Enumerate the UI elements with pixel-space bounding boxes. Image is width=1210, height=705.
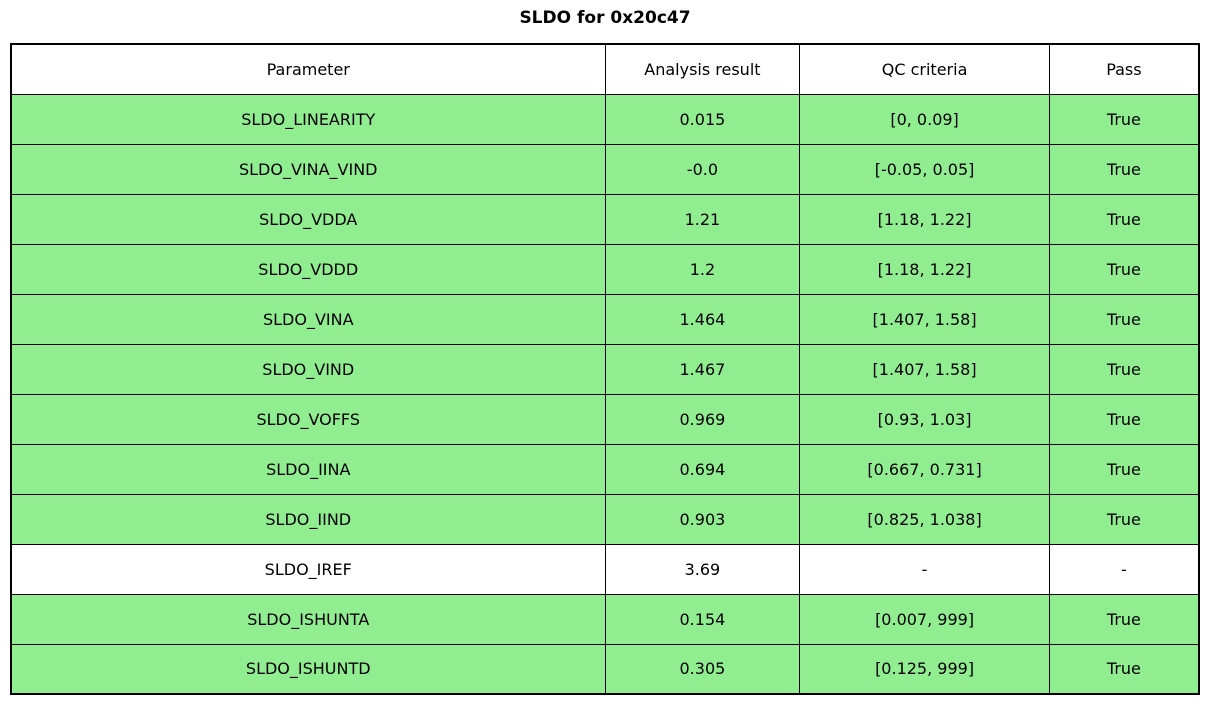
page-title: SLDO for 0x20c47 bbox=[519, 8, 691, 28]
result-cell: 0.694 bbox=[604, 443, 801, 495]
criteria-cell: [0, 0.09] bbox=[799, 93, 1050, 145]
pass-cell: True bbox=[1048, 493, 1200, 545]
pass-cell: True bbox=[1048, 243, 1200, 295]
parameter-cell: SLDO_VINA_VIND bbox=[10, 143, 606, 195]
parameter-cell: SLDO_VINA bbox=[10, 293, 606, 345]
table-row: SLDO_VINA_VIND -0.0 [-0.05, 0.05] True bbox=[10, 143, 1200, 195]
criteria-cell: [0.007, 999] bbox=[799, 593, 1050, 645]
parameter-cell: SLDO_IINA bbox=[10, 443, 606, 495]
pass-cell: True bbox=[1048, 93, 1200, 145]
parameter-cell: SLDO_IIND bbox=[10, 493, 606, 545]
table-row: SLDO_IINA 0.694 [0.667, 0.731] True bbox=[10, 443, 1200, 495]
criteria-cell: [-0.05, 0.05] bbox=[799, 143, 1050, 195]
table-row: SLDO_ISHUNTD 0.305 [0.125, 999] True bbox=[10, 643, 1200, 695]
criteria-cell: [0.825, 1.038] bbox=[799, 493, 1050, 545]
result-cell: 0.903 bbox=[604, 493, 801, 545]
table-row: SLDO_ISHUNTA 0.154 [0.007, 999] True bbox=[10, 593, 1200, 645]
criteria-cell: [0.125, 999] bbox=[799, 643, 1050, 695]
parameter-cell: SLDO_VIND bbox=[10, 343, 606, 395]
qc-results-table: Parameter Analysis result QC criteria Pa… bbox=[10, 43, 1200, 695]
criteria-cell: [1.407, 1.58] bbox=[799, 293, 1050, 345]
column-header-pass: Pass bbox=[1048, 43, 1200, 95]
parameter-cell: SLDO_VDDA bbox=[10, 193, 606, 245]
parameter-cell: SLDO_VDDD bbox=[10, 243, 606, 295]
criteria-cell: [0.667, 0.731] bbox=[799, 443, 1050, 495]
pass-cell: True bbox=[1048, 343, 1200, 395]
parameter-cell: SLDO_IREF bbox=[10, 543, 606, 595]
table-row: SLDO_IREF 3.69- - bbox=[10, 543, 1200, 595]
criteria-cell: - bbox=[799, 543, 1050, 595]
table-row: SLDO_LINEARITY 0.015 [0, 0.09] True bbox=[10, 93, 1200, 145]
table-row: SLDO_VDDD 1.2 [1.18, 1.22] True bbox=[10, 243, 1200, 295]
parameter-cell: SLDO_ISHUNTA bbox=[10, 593, 606, 645]
table-row: SLDO_VDDA 1.21 [1.18, 1.22] True bbox=[10, 193, 1200, 245]
table-body: SLDO_LINEARITY 0.015 [0, 0.09] True SLDO_VIN… bbox=[10, 93, 1200, 695]
pass-cell: True bbox=[1048, 443, 1200, 495]
parameter-cell: SLDO_ISHUNTD bbox=[10, 643, 606, 695]
criteria-cell: [1.407, 1.58] bbox=[799, 343, 1050, 395]
result-cell: -0.0 bbox=[604, 143, 801, 195]
table-row: SLDO_IIND 0.903 [0.825, 1.038] True bbox=[10, 493, 1200, 545]
criteria-cell: [0.93, 1.03] bbox=[799, 393, 1050, 445]
result-cell: 0.969 bbox=[604, 393, 801, 445]
column-header-analysis-result: Analysis result bbox=[604, 43, 801, 95]
table-row: SLDO_VIND 1.467 [1.407, 1.58] True bbox=[10, 343, 1200, 395]
result-cell: 3.69 bbox=[604, 543, 801, 595]
result-cell: 0.015 bbox=[604, 93, 801, 145]
pass-cell: - bbox=[1048, 543, 1200, 595]
column-header-parameter: Parameter bbox=[10, 43, 606, 95]
parameter-cell: SLDO_VOFFS bbox=[10, 393, 606, 445]
result-cell: 1.2 bbox=[604, 243, 801, 295]
criteria-cell: [1.18, 1.22] bbox=[799, 193, 1050, 245]
pass-cell: True bbox=[1048, 643, 1200, 695]
result-cell: 1.467 bbox=[604, 343, 801, 395]
result-cell: 0.154 bbox=[604, 593, 801, 645]
pass-cell: True bbox=[1048, 293, 1200, 345]
pass-cell: True bbox=[1048, 393, 1200, 445]
table-header-row: Parameter Analysis result QC criteria Pa… bbox=[10, 43, 1200, 95]
column-header-qc-criteria: QC criteria bbox=[799, 43, 1050, 95]
table-row: SLDO_VINA 1.464 [1.407, 1.58] True bbox=[10, 293, 1200, 345]
result-cell: 1.21 bbox=[604, 193, 801, 245]
parameter-cell: SLDO_LINEARITY bbox=[10, 93, 606, 145]
pass-cell: True bbox=[1048, 143, 1200, 195]
pass-cell: True bbox=[1048, 193, 1200, 245]
result-cell: 1.464 bbox=[604, 293, 801, 345]
table-row: SLDO_VOFFS 0.969 [0.93, 1.03] True bbox=[10, 393, 1200, 445]
criteria-cell: [1.18, 1.22] bbox=[799, 243, 1050, 295]
pass-cell: True bbox=[1048, 593, 1200, 645]
result-cell: 0.305 bbox=[604, 643, 801, 695]
